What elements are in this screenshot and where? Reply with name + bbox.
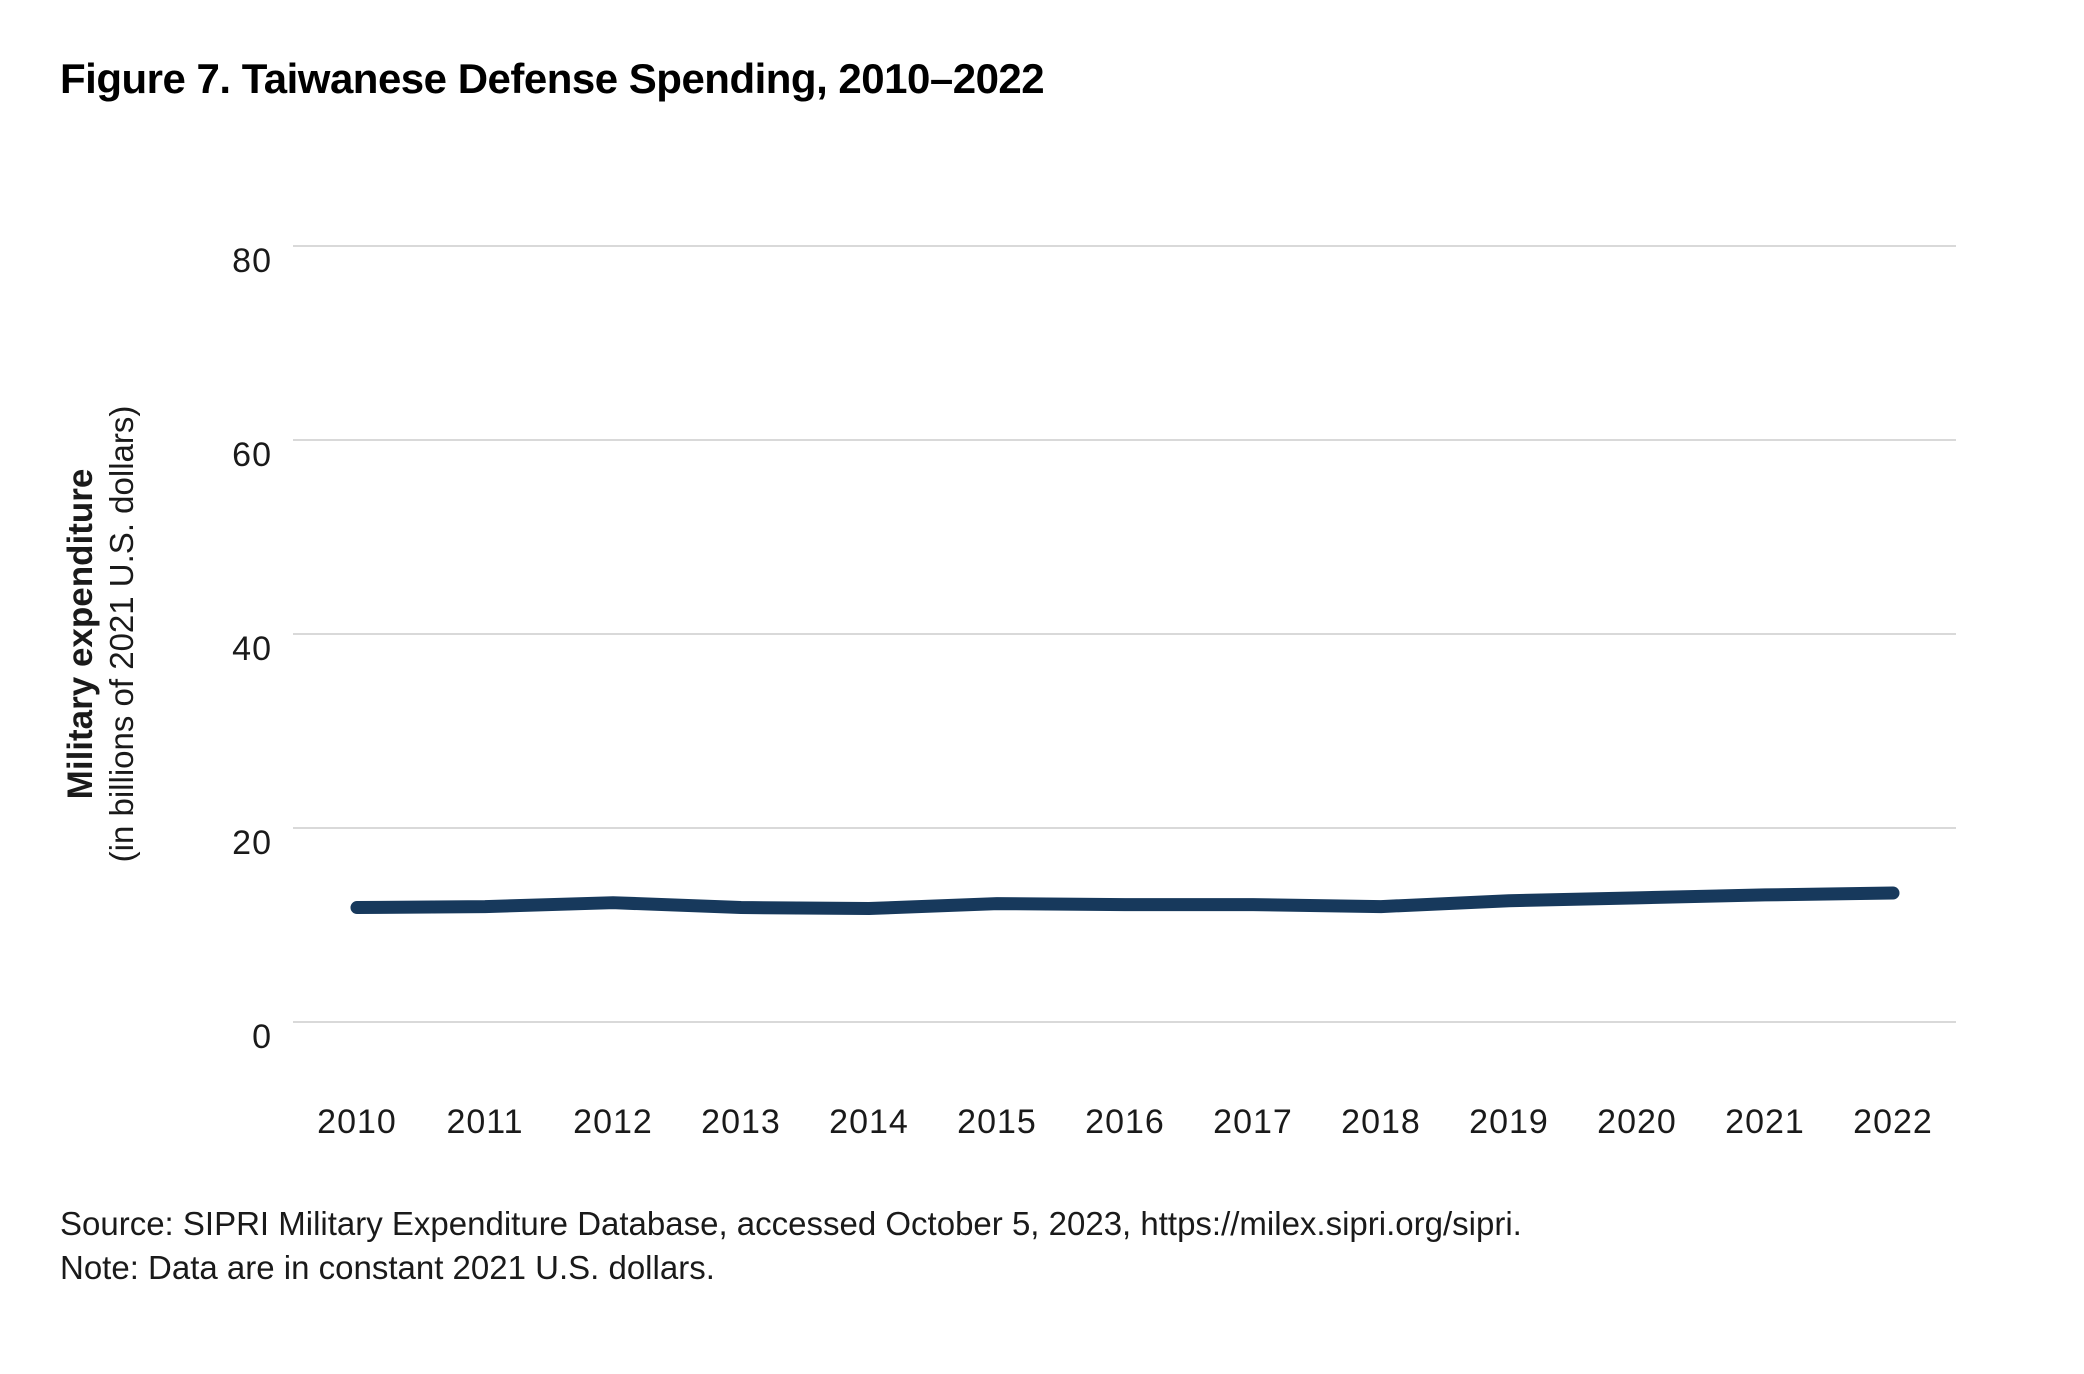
spending-line-series [350,886,1900,916]
x-tick-label-2010: 2010 [317,1103,397,1141]
x-tick-label-2013: 2013 [701,1103,781,1141]
x-tick-label-2017: 2017 [1213,1103,1293,1141]
x-tick-label-2022: 2022 [1853,1103,1933,1141]
x-tick-label-2018: 2018 [1341,1103,1421,1141]
x-tick-label-2012: 2012 [573,1103,653,1141]
source-text: Source: SIPRI Military Expenditure Datab… [60,1205,1522,1242]
y-axis-subtitle: (in billions of 2021 U.S. dollars) [103,406,140,863]
caption-block: Source: SIPRI Military Expenditure Datab… [60,1202,1522,1290]
y-tick-labels-group: 0 20 40 60 80 [232,242,272,1056]
y-tick-label-60: 60 [232,436,272,474]
figure-title: Figure 7. Taiwanese Defense Spending, 20… [60,55,1045,102]
y-tick-label-40: 40 [232,630,272,668]
x-tick-label-2020: 2020 [1597,1103,1677,1141]
x-tick-label-2015: 2015 [957,1103,1037,1141]
x-tick-label-2016: 2016 [1085,1103,1165,1141]
y-tick-label-20: 20 [232,824,272,862]
x-tick-label-2014: 2014 [829,1103,909,1141]
x-tick-label-2021: 2021 [1725,1103,1805,1141]
x-tick-label-2011: 2011 [446,1103,523,1141]
y-tick-label-0: 0 [252,1018,272,1056]
y-tick-label-80: 80 [232,242,272,280]
x-tick-label-2019: 2019 [1469,1103,1549,1141]
x-tick-labels-group: 2010 2011 2012 2013 2014 2015 2016 2017 2018 2019… [317,1103,1933,1141]
note-text: Note: Data are in constant 2021 U.S. dol… [60,1249,715,1286]
y-axis-title: Military expenditure [61,469,100,800]
gridlines-group [293,245,1956,1023]
